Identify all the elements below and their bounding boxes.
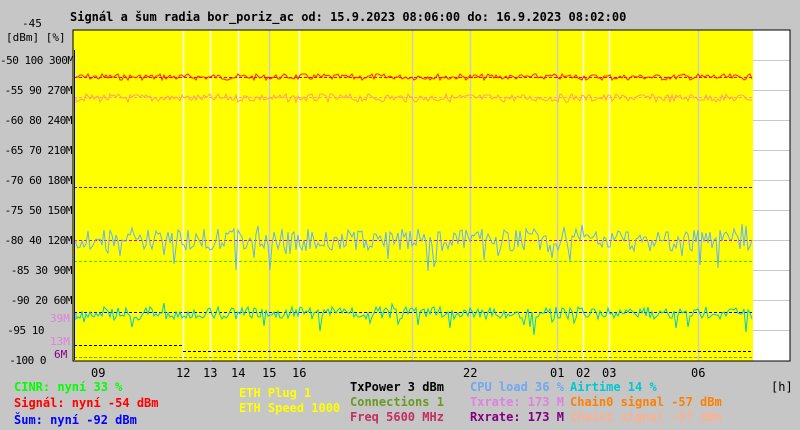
airtime-series — [75, 302, 753, 336]
cpu-load-series — [75, 223, 753, 272]
y-axis-label: -70 60 180M — [4, 174, 73, 187]
y-axis-label: -60 80 240M — [4, 114, 73, 127]
legend-chain0: Chain0 signal -57 dBm — [570, 395, 722, 409]
legend-noise: Šum: nyní -92 dBm — [14, 413, 137, 427]
y-axis-units: [dBm] [%] — [6, 31, 66, 44]
x-axis-tick: 22 — [463, 366, 478, 380]
x-axis-tick: 16 — [292, 366, 307, 380]
y-axis-label: -85 30 90M — [10, 264, 73, 277]
x-axis-tick: 03 — [602, 366, 617, 380]
legend-eth-plug: ETH Plug 1 — [239, 386, 312, 400]
legend-eth-speed: ETH Speed 1000 — [239, 401, 341, 415]
legend-txpower: TxPower 3 dBm — [350, 380, 444, 394]
label-13m: 13M — [50, 335, 70, 348]
x-axis-tick: 09 — [91, 366, 106, 380]
legend-connections: Connections 1 — [350, 395, 444, 409]
x-axis-tick: 15 — [262, 366, 277, 380]
legend-cinr: CINR: nyní 33 % — [14, 380, 123, 394]
legend-freq: Freq 5600 MHz — [350, 410, 444, 424]
legend-txrate: Txrate: 173 M — [470, 395, 564, 409]
label-6m: 6M — [54, 348, 68, 361]
x-axis-unit: [h] — [771, 380, 793, 394]
legend-cpu: CPU load 36 % — [470, 380, 564, 394]
x-axis-tick: 14 — [231, 366, 246, 380]
y-axis-label: -65 70 210M — [4, 144, 73, 157]
y-axis-label: -80 40 120M — [4, 234, 73, 247]
legend-chain1: Chain1 signal -57 dBm — [570, 410, 722, 424]
y-axis-label: -75 50 150M — [4, 204, 73, 217]
signal-series — [76, 72, 753, 82]
y-axis-label: -95 10 — [7, 324, 44, 337]
x-axis-tick: 06 — [691, 366, 706, 380]
x-axis-tick: 02 — [576, 366, 591, 380]
legend-airtime: Airtime 14 % — [570, 380, 657, 394]
plot-border — [72, 29, 791, 362]
label-39m: 39M — [50, 312, 70, 325]
legend-signal: Signál: nyní -54 dBm — [14, 396, 159, 410]
y-axis-label: -55 90 270M — [4, 84, 73, 97]
y-axis-top-label: -45 — [22, 17, 42, 30]
y-axis-label: -50 100 300M — [0, 54, 74, 67]
legend-rxrate: Rxrate: 173 M — [470, 410, 564, 424]
chain-series — [75, 92, 752, 104]
y-axis-label: -100 0 — [9, 354, 46, 367]
x-axis-tick: 13 — [203, 366, 218, 380]
chart-title: Signál a šum radia bor_poriz_ac od: 15.9… — [70, 10, 627, 24]
x-axis-tick: 12 — [176, 366, 191, 380]
y-axis-label: -90 20 60M — [10, 294, 73, 307]
x-axis-tick: 01 — [550, 366, 565, 380]
